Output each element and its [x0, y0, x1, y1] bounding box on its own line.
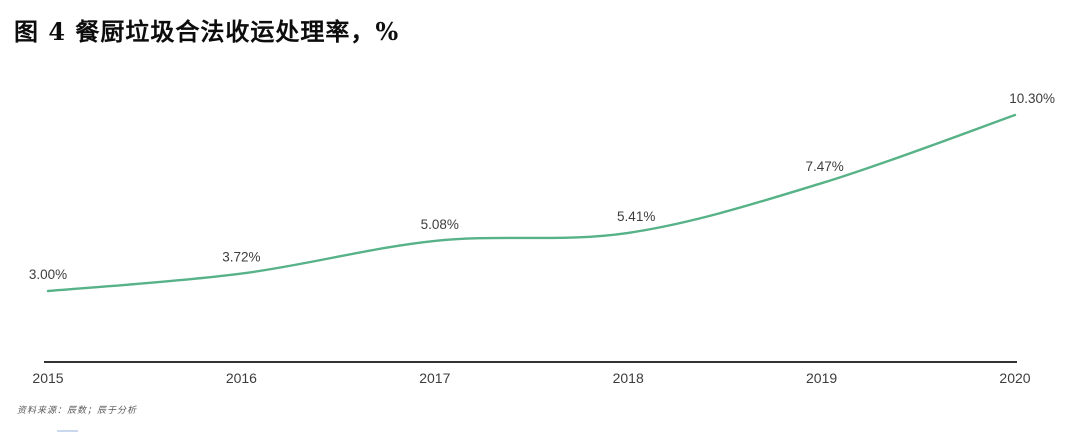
data-label: 3.72% [222, 250, 260, 265]
figure-title: 图 4 餐厨垃圾合法收运处理率，% [14, 17, 400, 46]
data-label: 5.41% [617, 209, 655, 224]
trend-line [46, 113, 1017, 293]
data-label: 10.30% [1009, 91, 1055, 106]
data-label: 5.08% [421, 217, 459, 232]
x-axis-tick-label: 2019 [806, 370, 837, 386]
data-label: 7.47% [805, 159, 843, 174]
bottom-artifact-line [57, 430, 78, 432]
x-axis-tick-label: 2018 [613, 370, 644, 386]
x-axis-tick-label: 2015 [32, 370, 63, 386]
x-axis-tick-label: 2017 [419, 370, 450, 386]
source-note: 资料来源：辰数；辰于分析 [17, 406, 138, 416]
x-axis-tick-label: 2016 [226, 370, 257, 386]
data-label: 3.00% [29, 267, 67, 282]
x-axis-tick-label: 2020 [999, 370, 1030, 386]
